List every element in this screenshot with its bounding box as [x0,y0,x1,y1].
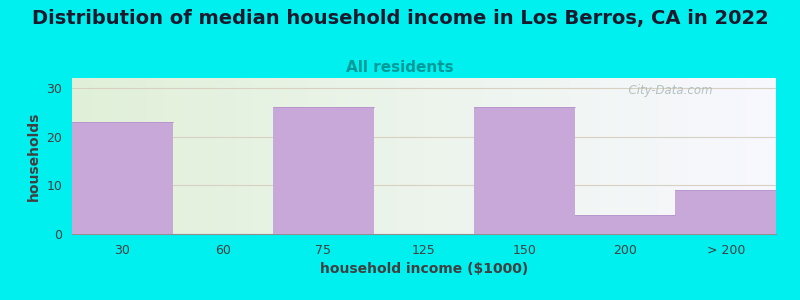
Bar [575,214,675,234]
Text: City-Data.com: City-Data.com [621,84,713,97]
Y-axis label: households: households [27,111,41,201]
Bar [273,107,374,234]
Text: Distribution of median household income in Los Berros, CA in 2022: Distribution of median household income … [32,9,768,28]
X-axis label: household income ($1000): household income ($1000) [320,262,528,276]
Bar [474,107,575,234]
Text: All residents: All residents [346,60,454,75]
Bar [675,190,776,234]
Bar [72,122,173,234]
